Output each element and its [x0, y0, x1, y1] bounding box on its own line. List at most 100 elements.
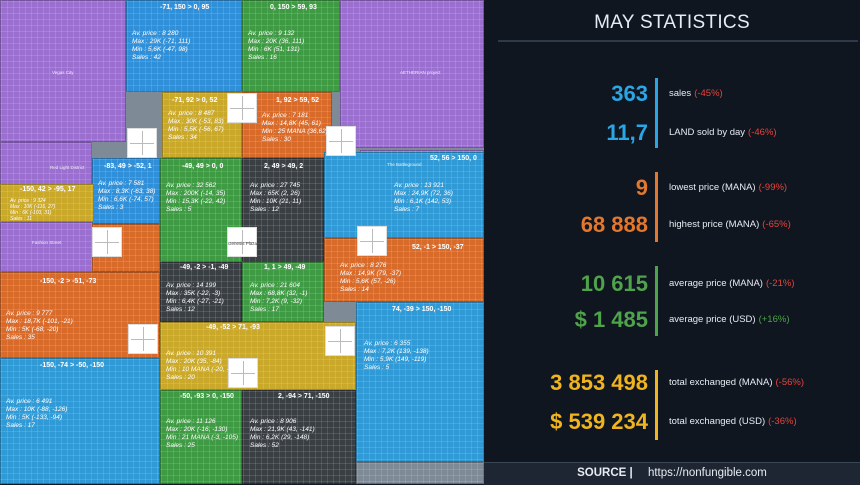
source-link[interactable]: https://nonfungible.com — [647, 467, 767, 479]
stat-label: average price (MANA) (-21%) — [669, 278, 795, 289]
region-title: -49, 49 > 0, 0 — [182, 163, 224, 170]
plaza — [227, 93, 257, 123]
region-title: 52, -1 > 150, -37 — [412, 244, 464, 251]
region-stats: Av. price : 21 604 Max : 68,8K (32, -1) Mi… — [250, 282, 308, 313]
stat-change: (-65%) — [762, 219, 791, 230]
region-r12 — [242, 262, 324, 322]
stat-land-per-day: 11,7 LAND sold by day (-46%) — [484, 120, 860, 150]
region-title: 52, 56 > 150, 0 — [430, 155, 477, 162]
plaza — [325, 326, 355, 356]
plaza — [326, 126, 356, 156]
region-title: -150, -2 > -51, -73 — [40, 278, 97, 285]
region-title: 2, -94 > 71, -150 — [278, 393, 330, 400]
region-stats: Av. price : 7 181 Max : 14,8K (45, 61) Min… — [262, 112, 328, 143]
region-title: -49, -2 > -1, -49 — [180, 264, 229, 271]
region-stats: Av. price : 14 199 Max : 35K (-22, -3) Min… — [166, 282, 224, 313]
stat-total-usd: $ 539 234 total exchanged (USD) (-36%) — [484, 409, 860, 439]
stat-label: total exchanged (MANA) (-56%) — [669, 377, 805, 388]
land-map: Vegas City AETHERIAN project Red Light D… — [0, 0, 484, 484]
district-vegas-city — [0, 0, 126, 142]
stat-lowest-price: 9 lowest price (MANA) (-99%) — [484, 175, 860, 205]
region-stats: Av. price : 8 280 Max : 29K (-71, 111) Min… — [132, 30, 191, 61]
divider-bar-blue — [655, 78, 658, 148]
region-r15 — [356, 302, 484, 462]
panel-title: MAY STATISTICS — [594, 12, 750, 33]
stats-panel: MAY STATISTICS 363 sales (-45%) 11,7 LAND… — [484, 0, 860, 485]
region-stats: Av. price : 13 921 Max : 24,9K (72, 36) Mi… — [394, 182, 453, 213]
stat-change: (-56%) — [775, 377, 805, 388]
tag-genesis-plaza: Genesis Plaza — [228, 241, 258, 246]
region-title: -50, -93 > 0, -150 — [180, 393, 234, 400]
region-title: 2, 49 > 49, 2 — [264, 163, 304, 170]
stat-label: sales (-45%) — [669, 88, 723, 99]
source-label: SOURCE | — [577, 467, 633, 479]
region-r4 — [242, 92, 332, 158]
region-stats: Av. price : 10 391 Max : 20K (35, -84) Min… — [166, 350, 239, 381]
source-footer: SOURCE | https://nonfungible.com — [484, 462, 860, 485]
plaza — [127, 128, 157, 158]
stat-change: (-99%) — [758, 182, 788, 193]
stat-value: 3 853 498 — [550, 370, 648, 395]
stat-value: 11,7 — [606, 120, 648, 145]
stat-value: 10 615 — [580, 271, 648, 296]
stat-total-mana: 3 853 498 total exchanged (MANA) (-56%) — [484, 370, 860, 400]
region-title: -150, 42 > -95, 17 — [20, 186, 76, 193]
region-title: 1, 1 > 49, -49 — [264, 264, 306, 271]
region-r2 — [242, 0, 340, 92]
stat-label: highest price (MANA) (-65%) — [669, 219, 791, 230]
plaza — [92, 227, 122, 257]
region-stats: Av. price : 9 777 Max : 18,7K (-101, -21)… — [6, 310, 73, 341]
plaza — [357, 226, 387, 256]
region-stats: Av. price : 32 562 Max : 200K (-14, 35) Mi… — [166, 182, 226, 213]
region-stats: Av. price : 6 491 Max : 10K (-88, -126) Mi… — [6, 398, 68, 429]
tag-aetherian: AETHERIAN project — [400, 70, 441, 75]
region-title: 74, -39 > 150, -150 — [392, 306, 452, 313]
region-stats: Av. price : 8 906 Max : 21,9K (43, -141) M… — [250, 418, 315, 449]
region-stats: Av. price : 11 126 Max : 20K (-16, -130) M… — [166, 418, 239, 449]
region-r14 — [160, 322, 356, 390]
stat-change: (-36%) — [768, 416, 797, 427]
stat-sales: 363 sales (-45%) — [484, 81, 860, 111]
stat-label: average price (USD) (+16%) — [669, 314, 790, 325]
stat-value: $ 1 485 — [574, 307, 648, 332]
region-title: 1, 92 > 59, 52 — [276, 97, 320, 104]
plaza-genesis — [227, 227, 257, 257]
plaza — [228, 358, 258, 388]
tag-battleground: The Battleground — [387, 162, 422, 167]
tag-fashion-street: Fashion Street — [32, 240, 62, 245]
region-r11 — [160, 262, 242, 322]
region-r1 — [126, 0, 242, 92]
region-r18 — [242, 390, 356, 484]
title-divider — [498, 40, 858, 42]
stat-avg-price-usd: $ 1 485 average price (USD) (+16%) — [484, 307, 860, 337]
district-bottom-right — [356, 462, 484, 484]
region-stats: Av. price : 8 276 Max : 14,9K (79, -37) Mi… — [340, 262, 402, 293]
divider-bar-orange — [655, 172, 658, 242]
stat-value: 363 — [611, 81, 648, 106]
district-aetherian — [340, 0, 484, 148]
region-stats: Av. price : 8 487 Max : 30K (-53, 83) Min … — [168, 110, 224, 141]
stat-change: (-21%) — [765, 278, 795, 289]
stat-value: 9 — [635, 175, 648, 200]
region-r17 — [160, 390, 242, 484]
stat-change: (-46%) — [748, 127, 777, 138]
district-red-light — [0, 142, 92, 190]
region-title: -49, -52 > 71, -93 — [206, 324, 260, 331]
region-stats: Av. price : 6 355 Max : 7,2K (139, -138) M… — [364, 340, 429, 371]
stat-change: (-45%) — [694, 88, 723, 99]
stat-avg-price-mana: 10 615 average price (MANA) (-21%) — [484, 271, 860, 301]
region-r13 — [324, 238, 484, 302]
tag-red-light: Red Light District — [50, 165, 85, 170]
stat-change: (+16%) — [758, 314, 790, 325]
region-stats: Av. price : 9 324 Max : 10K (-116, 27) Min… — [10, 198, 56, 222]
stat-label: total exchanged (USD) (-36%) — [669, 416, 797, 427]
stat-label: lowest price (MANA) (-99%) — [669, 182, 788, 193]
region-title: 0, 150 > 59, 93 — [270, 4, 317, 11]
plaza — [128, 324, 158, 354]
divider-bar-green — [655, 266, 658, 336]
tag-vegas-city: Vegas City — [52, 70, 74, 75]
region-stats: Av. price : 9 132 Max : 20K (36, 111) Min … — [248, 30, 305, 61]
region-title: -71, 150 > 0, 95 — [160, 4, 210, 11]
divider-bar-yellow — [655, 370, 658, 440]
